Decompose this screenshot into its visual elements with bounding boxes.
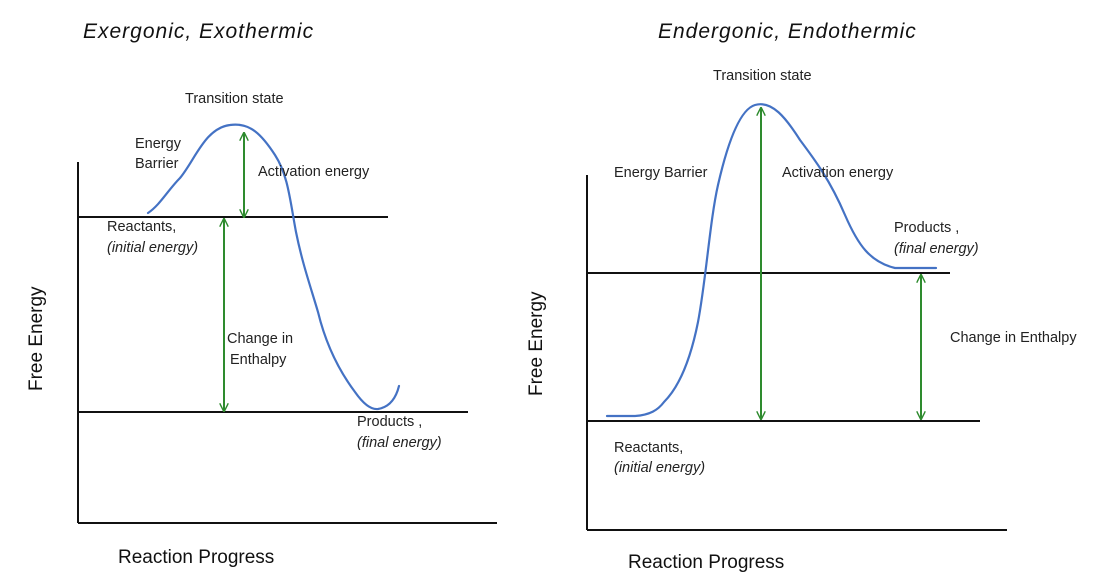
left-y-axis-label: Free Energy (26, 286, 47, 391)
left-diagram (77, 123, 497, 524)
right-products-sublabel: (final energy) (894, 241, 979, 257)
left-energy-curve (146, 123, 401, 411)
left-energy-barrier-label-2: Barrier (135, 156, 179, 172)
left-reactants-label: Reactants, (107, 219, 177, 235)
left-title: Exergonic, Exothermic (83, 20, 315, 43)
left-reactants-sublabel: (initial energy) (107, 240, 199, 256)
left-products-sublabel: (final energy) (357, 435, 442, 451)
right-title: Endergonic, Endothermic (658, 20, 917, 43)
left-change-label-1: Change in (227, 331, 294, 347)
left-energy-barrier-label-1: Energy (135, 136, 181, 152)
right-reactants-sublabel: (initial energy) (614, 460, 706, 476)
left-x-axis-label: Reaction Progress (118, 547, 275, 568)
left-activation-energy-label: Activation energy (258, 164, 370, 180)
right-energy-barrier-label: Energy Barrier (614, 165, 708, 181)
right-energy-curve (605, 103, 938, 418)
left-products-label: Products , (357, 414, 423, 430)
right-y-axis-label: Free Energy (526, 291, 547, 396)
right-diagram (586, 103, 1007, 531)
right-change-label: Change in Enthalpy (950, 330, 1077, 346)
right-transition-state-label: Transition state (713, 68, 812, 84)
right-products-label: Products , (894, 220, 960, 236)
right-x-axis-label: Reaction Progress (628, 552, 785, 573)
right-activation-energy-label: Activation energy (782, 165, 894, 181)
left-transition-state-label: Transition state (185, 91, 284, 107)
left-change-label-2: Enthalpy (230, 352, 287, 368)
right-reactants-label: Reactants, (614, 440, 684, 456)
